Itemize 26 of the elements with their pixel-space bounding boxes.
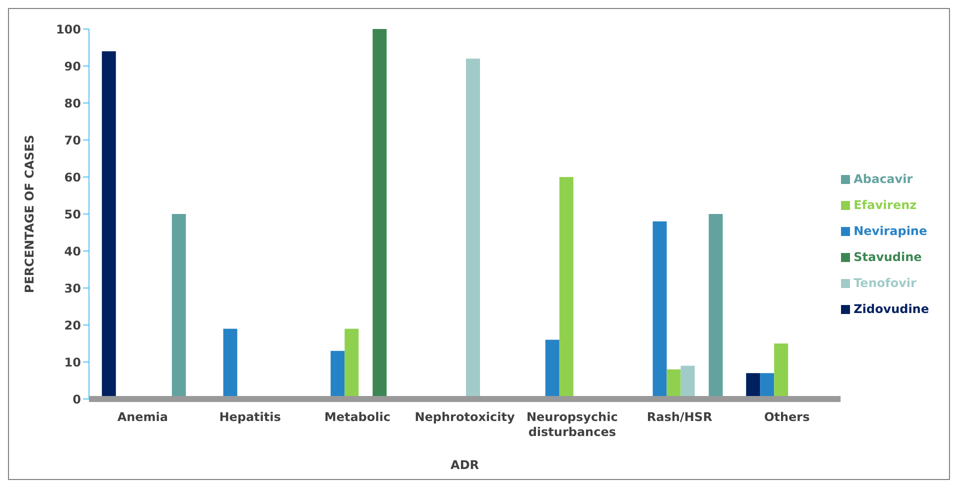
legend-label: Tenofovir xyxy=(854,276,916,290)
x-tick-label: Rash/HSR xyxy=(646,410,712,424)
y-tick-label: 100 xyxy=(56,22,81,36)
x-tick-label: Neuropsychic disturbances xyxy=(526,410,618,439)
x-axis-title: ADR xyxy=(450,458,480,472)
legend-label: Nevirapine xyxy=(854,224,928,238)
legend-label: Abacavir xyxy=(854,172,913,186)
legend-label: Efavirenz xyxy=(854,198,917,212)
y-axis-title: PERCENTAGE OF CASES xyxy=(22,134,36,294)
y-tick-label: 50 xyxy=(64,207,81,222)
y-tick-label: 20 xyxy=(64,318,81,332)
y-tick-label: 90 xyxy=(64,59,81,74)
y-tick-label: 40 xyxy=(64,244,81,258)
y-tick-label: 60 xyxy=(64,170,81,184)
y-tick-label: 30 xyxy=(64,281,81,296)
x-tick-label: Others xyxy=(764,410,810,424)
legend-label: Stavudine xyxy=(854,250,922,264)
y-tick-label: 80 xyxy=(64,96,81,110)
y-tick-label: 0 xyxy=(72,392,81,406)
legend-label: Zidovudine xyxy=(854,302,929,316)
x-tick-label: Hepatitis xyxy=(219,410,281,424)
y-tick-label: 70 xyxy=(64,133,81,148)
x-tick-label: Anemia xyxy=(117,410,168,424)
x-tick-label: Nephrotoxicity xyxy=(414,410,516,424)
x-tick-label: Metabolic xyxy=(324,410,390,424)
y-tick-label: 10 xyxy=(64,355,81,370)
